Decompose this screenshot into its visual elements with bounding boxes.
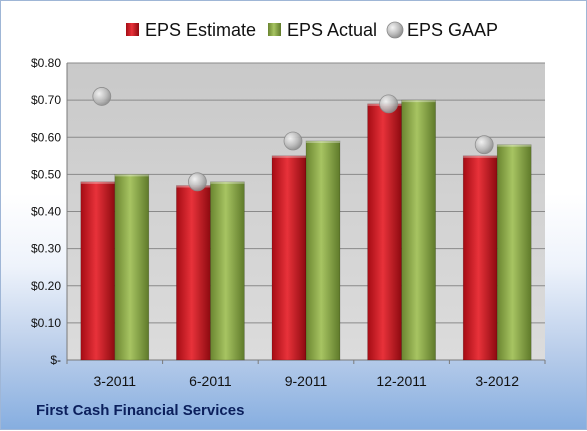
- x-tick-label: 12-2011: [376, 373, 427, 389]
- legend-swatch: [268, 23, 281, 36]
- bar-eps-estimate: [80, 181, 116, 361]
- bar-cap: [114, 174, 149, 177]
- bar-eps-estimate: [271, 155, 307, 361]
- bar-cap: [306, 140, 340, 143]
- y-tick-label: $0.40: [31, 205, 61, 219]
- legend-swatch: [126, 23, 139, 36]
- bar-eps-actual: [210, 181, 245, 361]
- bar-eps-estimate: [176, 185, 211, 361]
- x-tick-label: 3-2012: [475, 373, 519, 389]
- legend-swatch: [386, 21, 404, 39]
- marker-eps-gaap: [187, 172, 207, 192]
- bar-cap: [497, 144, 532, 147]
- bar-eps-estimate: [462, 155, 498, 361]
- bar-eps-actual: [114, 174, 150, 361]
- marker-eps-gaap: [92, 87, 112, 106]
- x-tick-label: 3-2011: [94, 373, 137, 389]
- bar-eps-actual: [401, 99, 436, 361]
- legend: EPS Estimate EPS Actual EPS GAAP: [126, 20, 498, 40]
- y-tick-label: $0.20: [31, 279, 61, 293]
- y-tick-label: $0.30: [31, 242, 61, 256]
- bar-eps-actual: [305, 140, 341, 361]
- bar-cap: [401, 100, 436, 103]
- marker-eps-gaap: [474, 135, 494, 155]
- bar-cap: [463, 155, 498, 158]
- plot-area: $- $0.10 $0.20 $0.30 $0.40 $0.50 $0.60 $0.70 $0.…: [31, 56, 546, 389]
- y-tick-label: $0.50: [31, 167, 61, 181]
- legend-label: EPS Estimate: [145, 20, 256, 40]
- marker-eps-gaap: [379, 94, 399, 114]
- company-name: First Cash Financial Services: [36, 402, 245, 419]
- x-tick-label: 9-2011: [285, 373, 328, 389]
- y-tick-label: $0.80: [31, 56, 61, 70]
- y-tick-label: $0.60: [31, 130, 61, 144]
- marker-eps-gaap: [283, 131, 303, 151]
- legend-label: EPS Actual: [287, 20, 377, 40]
- bar-eps-actual: [496, 144, 532, 361]
- bar-eps-estimate: [367, 103, 402, 361]
- y-tick-label: $0.70: [31, 93, 61, 107]
- bar-cap: [210, 181, 245, 184]
- y-tick-label: $-: [50, 353, 61, 367]
- bar-cap: [272, 155, 306, 158]
- bar-cap: [80, 181, 115, 184]
- y-tick-label: $0.10: [31, 316, 61, 330]
- x-tick-label: 6-2011: [189, 373, 232, 389]
- legend-label: EPS GAAP: [407, 20, 498, 40]
